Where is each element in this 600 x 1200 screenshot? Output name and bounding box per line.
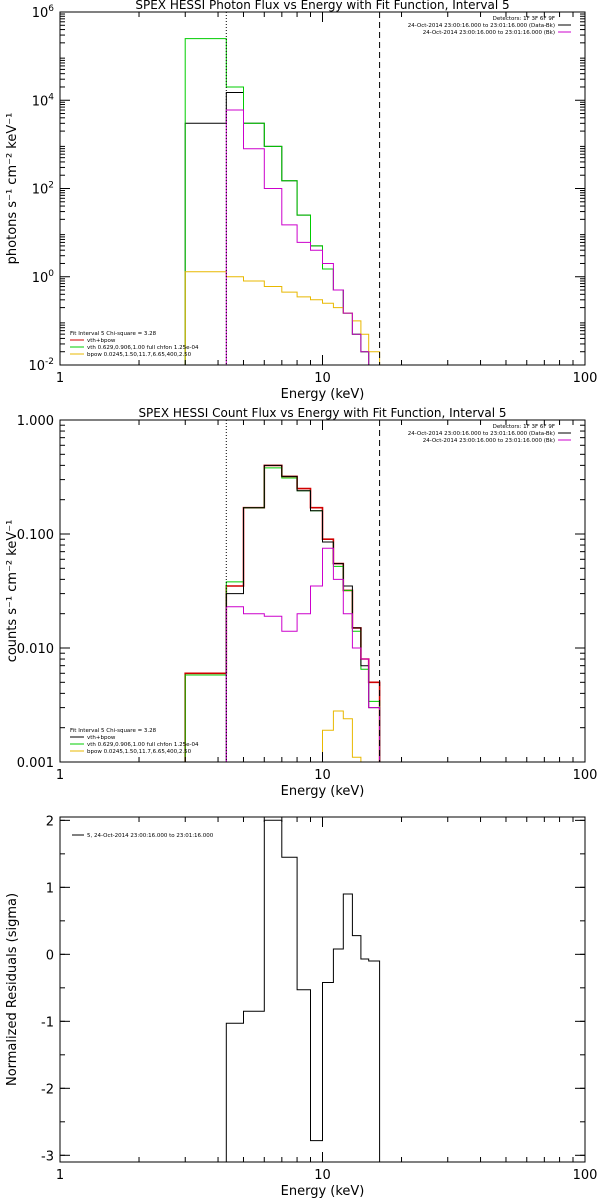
- legend-fit-header: Fit Interval 5 Chi-square = 3.28: [70, 331, 157, 337]
- x-axis-label: Energy (keV): [281, 387, 365, 402]
- y-tick-label: 1.000: [17, 414, 54, 429]
- y-axis-label: counts s⁻¹ cm⁻² keV⁻¹: [5, 520, 20, 663]
- x-axis-label: Energy (keV): [281, 784, 365, 799]
- x-tick-label: 10: [314, 768, 331, 783]
- y-axis-label: Normalized Residuals (sigma): [5, 893, 20, 1086]
- x-tick-label: 10: [314, 1168, 331, 1183]
- series-2-line: [184, 38, 380, 365]
- legend-fit-entry: vth 0.629,0.906,1.00 full chfon 1.25e-04: [87, 345, 199, 351]
- x-tick-label: 1: [56, 371, 64, 386]
- x-tick-label: 100: [573, 371, 598, 386]
- chart-panel-3: 1 10 100 Energy (keV) -3 -2 -1 0 1 2 Normalized Re…: [5, 814, 597, 1199]
- legend-top-entry: 24-Oct-2014 23:00:16.000 to 23:01:16.000…: [408, 431, 555, 437]
- legend-fit-entry: bpow 0.0245,1.50,11.7,6.65,400,2.50: [87, 352, 192, 358]
- axes-frame: [59, 11, 586, 366]
- y-tick-label: 10-2: [28, 357, 54, 374]
- series-1-line: [184, 92, 380, 365]
- y-tick-label: 0.001: [17, 756, 54, 771]
- series-1-line: [225, 819, 381, 1162]
- y-tick-label: 0: [46, 948, 54, 963]
- series-5-line: [225, 547, 381, 762]
- legend-entry: 5, 24-Oct-2014 23:00:16.000 to 23:01:16.…: [87, 833, 214, 839]
- y-tick-label: 104: [32, 92, 55, 109]
- x-tick-label: 1: [56, 768, 64, 783]
- legend-fit-entry: vth 0.629,0.906,1.00 full chfon 1.25e-04: [87, 742, 199, 748]
- chart-title: SPEX HESSI Photon Flux vs Energy with Fi…: [135, 0, 509, 12]
- x-tick-label: 10: [314, 371, 331, 386]
- axes-frame: [59, 419, 586, 763]
- legend-fit-entry: bpow 0.0245,1.50,11.7,6.65,400,2.50: [87, 749, 192, 755]
- legend-fit-header: Fit Interval 5 Chi-square = 3.28: [70, 728, 157, 734]
- chart-title: SPEX HESSI Count Flux vs Energy with Fit…: [138, 406, 506, 420]
- y-axis-label: photons s⁻¹ cm⁻² keV⁻¹: [5, 113, 20, 265]
- y-tick-label: 1: [46, 881, 54, 896]
- y-tick-label: -1: [41, 1015, 54, 1030]
- legend-top-entry: 24-Oct-2014 23:00:16.000 to 23:01:16.000…: [423, 438, 555, 444]
- y-tick-label: 100: [32, 269, 55, 286]
- series-2-line: [184, 467, 381, 762]
- x-axis-label: Energy (keV): [281, 1184, 365, 1199]
- series-4-line: [225, 109, 380, 365]
- y-tick-label: -3: [41, 1149, 54, 1164]
- y-tick-label: 0.010: [17, 642, 54, 657]
- legend-fit-entry: vth+bpow: [87, 338, 116, 344]
- legend-top-entry: Detectors: 1F 3F 6F 9F: [493, 424, 555, 430]
- y-tick-label: 106: [32, 4, 55, 21]
- legend-top-entry: Detectors: 1F 3F 6F 9F: [493, 16, 555, 22]
- x-tick-label: 1: [56, 1168, 64, 1183]
- y-tick-label: 2: [46, 814, 54, 829]
- chart-panel-2: SPEX HESSI Count Flux vs Energy with Fit…: [5, 406, 597, 799]
- legend-fit-entry: vth+bpow: [87, 735, 116, 741]
- y-tick-label: 102: [32, 181, 54, 198]
- chart-panel-1: SPEX HESSI Photon Flux vs Energy with Fi…: [5, 0, 597, 402]
- series-3-line: [184, 271, 381, 365]
- series-3-line: [185, 710, 380, 762]
- data-layer: [184, 464, 381, 762]
- y-tick-label: -2: [41, 1082, 54, 1097]
- y-tick-label: 0.100: [17, 528, 54, 543]
- legend-top-entry: 24-Oct-2014 23:00:16.000 to 23:01:16.000…: [408, 23, 555, 29]
- x-tick-label: 100: [573, 768, 598, 783]
- data-layer: [184, 38, 381, 365]
- x-tick-label: 100: [573, 1168, 598, 1183]
- data-layer: [225, 819, 381, 1162]
- legend-top-entry: 24-Oct-2014 23:00:16.000 to 23:01:16.000…: [423, 30, 555, 36]
